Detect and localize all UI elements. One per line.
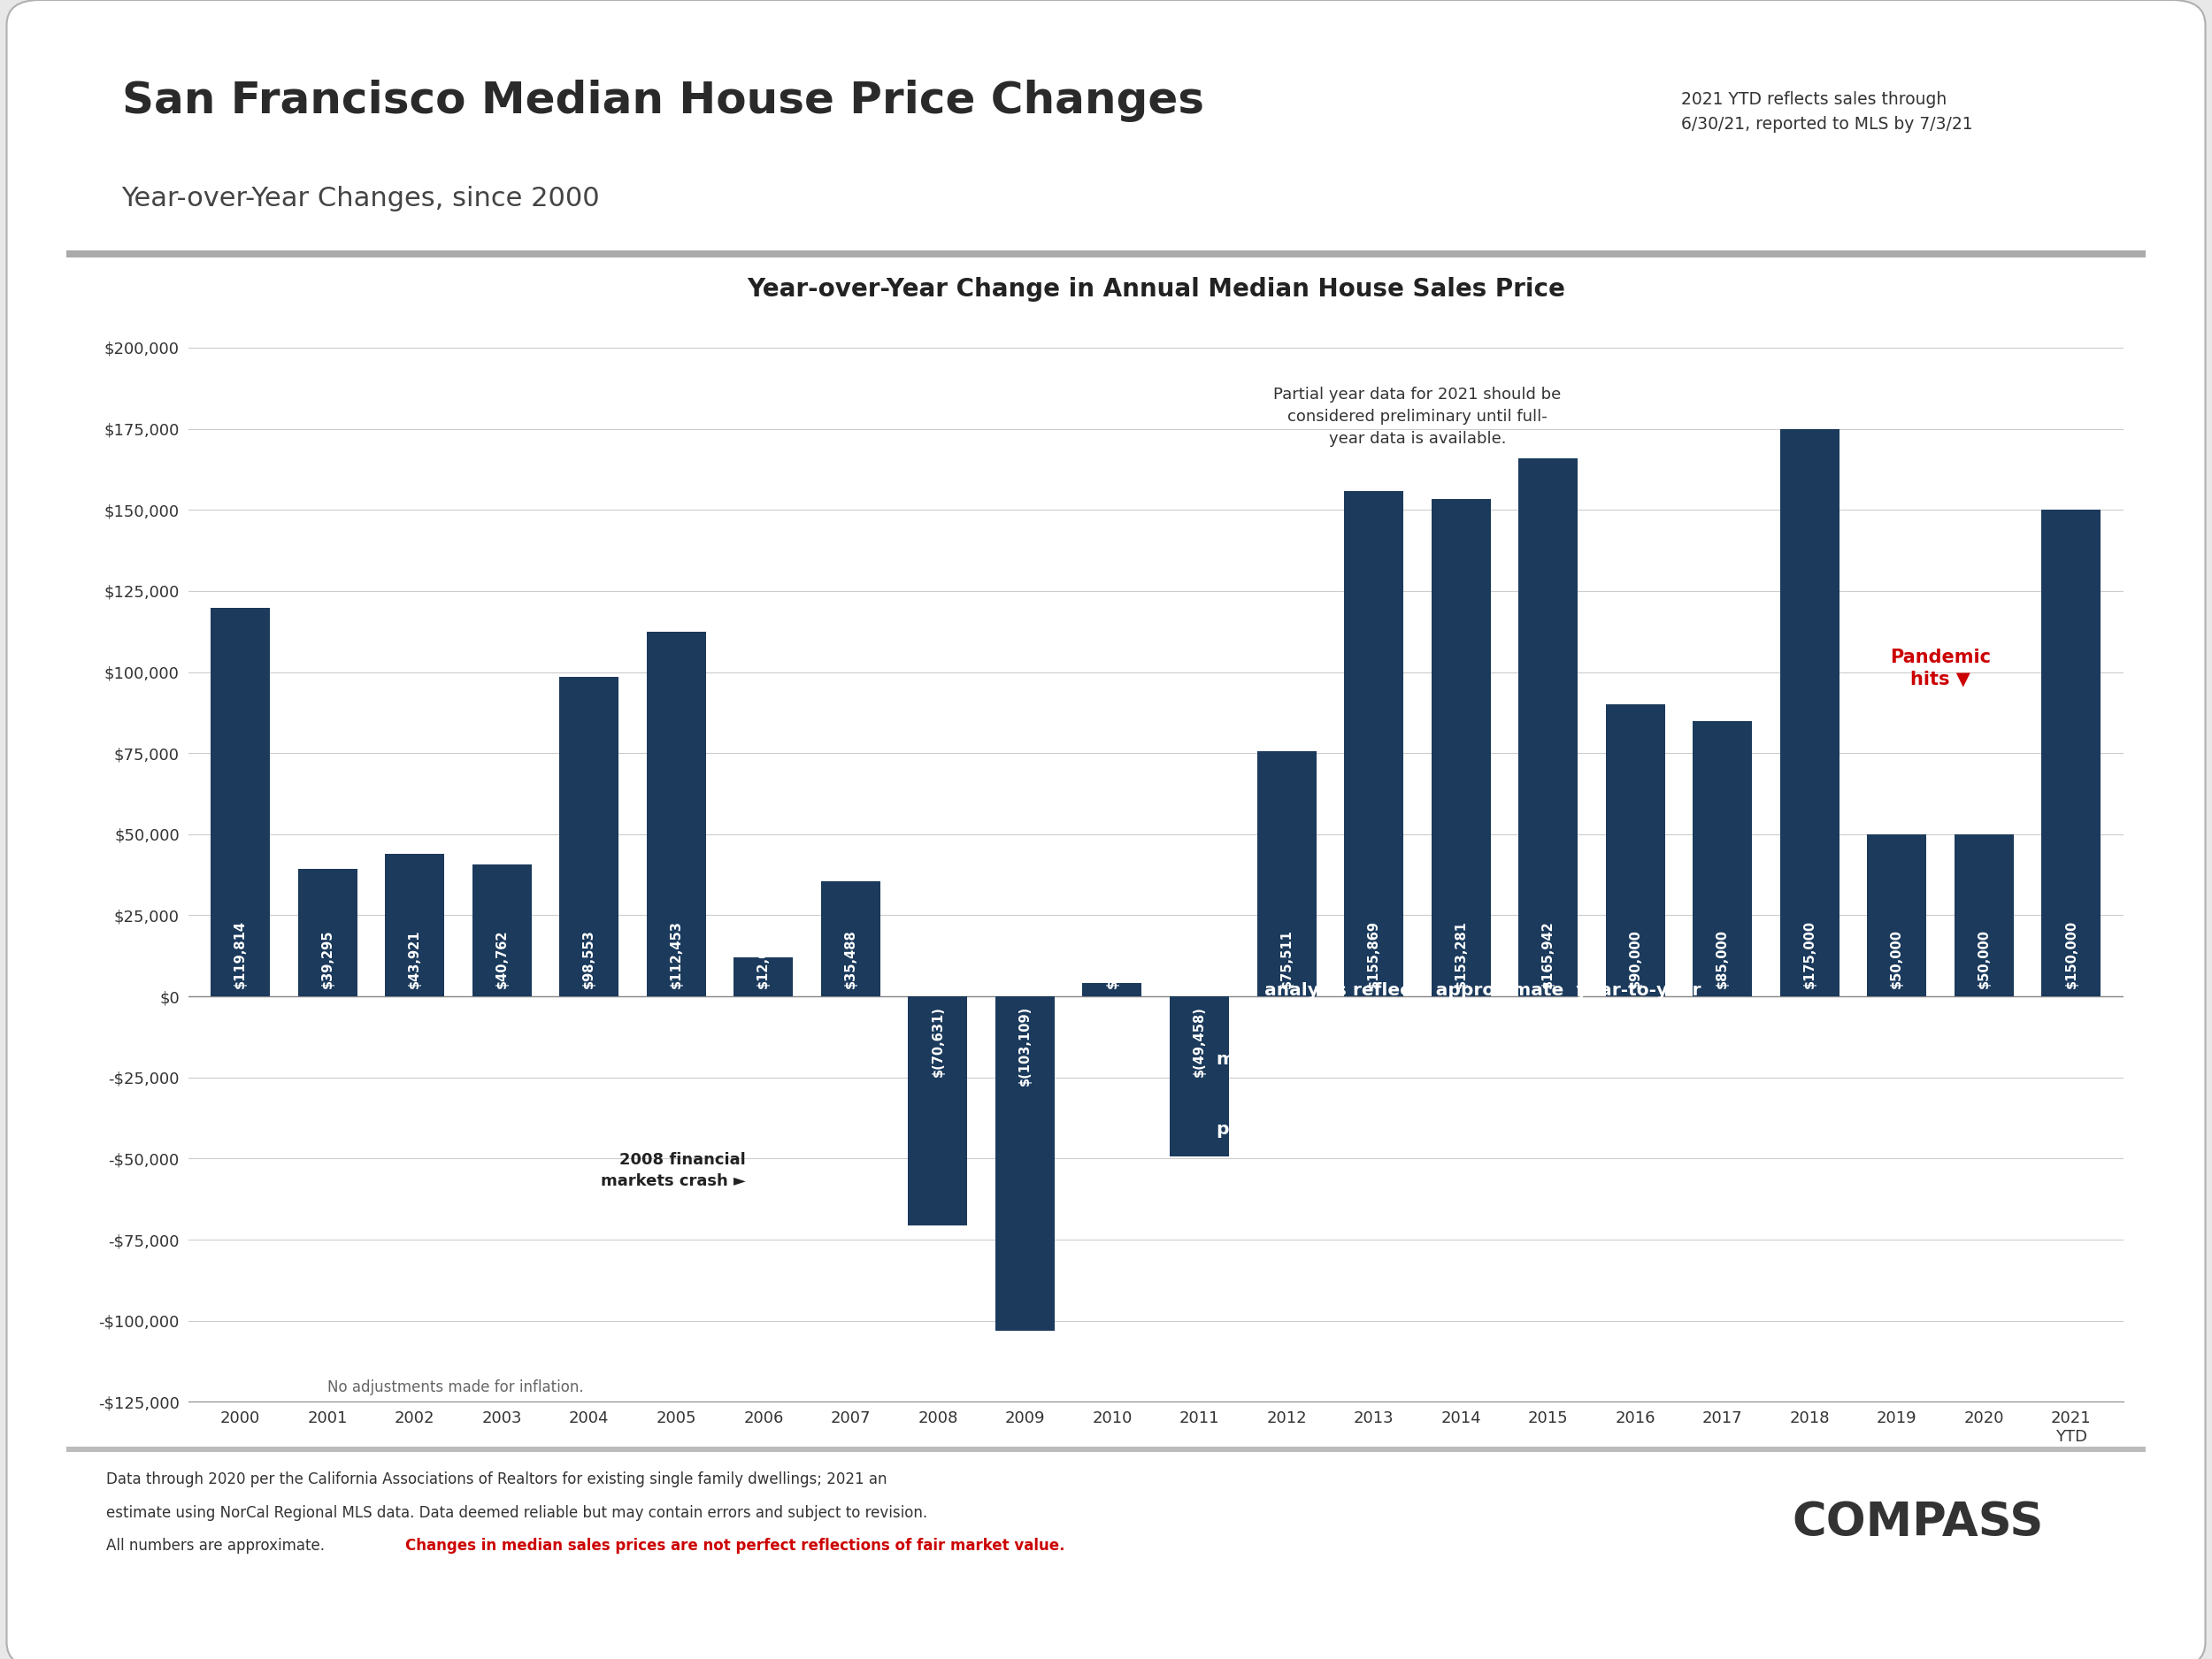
Title: Year-over-Year Change in Annual Median House Sales Price: Year-over-Year Change in Annual Median H… <box>748 277 1564 302</box>
Text: $150,000: $150,000 <box>2064 921 2077 989</box>
Text: median: median <box>1217 1052 1296 1068</box>
Text: $75,511: $75,511 <box>1281 929 1294 989</box>
Text: Pandemic
hits ▼: Pandemic hits ▼ <box>1889 649 1991 688</box>
Bar <box>1431 499 1491 997</box>
Bar <box>1692 720 1752 997</box>
Text: dollar: dollar <box>1296 1052 1356 1068</box>
Text: Partial year data for 2021 should be
considered preliminary until full-
year dat: Partial year data for 2021 should be con… <box>1274 387 1562 446</box>
Text: 2021 YTD reflects sales through
6/30/21, reported to MLS by 7/3/21: 2021 YTD reflects sales through 6/30/21,… <box>1681 91 1973 133</box>
Text: $153,281: $153,281 <box>1453 921 1467 989</box>
Bar <box>210 607 270 997</box>
Text: $90,000: $90,000 <box>1628 929 1641 989</box>
Text: $39,295: $39,295 <box>321 929 334 989</box>
Text: $(103,109): $(103,109) <box>1018 1005 1031 1087</box>
Bar <box>646 632 706 997</box>
Text: This analysis reflects approximate  year-to-year: This analysis reflects approximate year-… <box>1217 982 1701 999</box>
FancyBboxPatch shape <box>7 0 2205 1659</box>
Text: $(49,458): $(49,458) <box>1192 1005 1206 1077</box>
Text: basically flat from 2020 to 2021 YTD.: basically flat from 2020 to 2021 YTD. <box>1217 1329 1590 1345</box>
Text: $50,000: $50,000 <box>1978 929 1991 989</box>
Bar <box>1867 834 1927 997</box>
Text: condo: condo <box>1336 1259 1396 1276</box>
Text: median sales price was: median sales price was <box>1396 1259 1637 1276</box>
Text: $(70,631): $(70,631) <box>931 1005 945 1077</box>
Text: $119,814: $119,814 <box>234 921 248 989</box>
Text: peak).  The: peak). The <box>1217 1259 1336 1276</box>
Text: $165,942: $165,942 <box>1542 921 1555 989</box>
Text: $12,014: $12,014 <box>757 929 770 989</box>
Text: $4,051: $4,051 <box>1106 939 1119 989</box>
FancyBboxPatch shape <box>66 1447 2146 1452</box>
Text: Data through 2020 per the California Associations of Realtors for existing singl: Data through 2020 per the California Ass… <box>106 1472 887 1488</box>
Text: $112,453: $112,453 <box>670 921 684 989</box>
Text: price changes for houses. On a: price changes for houses. On a <box>1356 1052 1672 1068</box>
Text: $155,869: $155,869 <box>1367 921 1380 989</box>
Bar <box>1606 705 1666 997</box>
Text: 2008 financial
markets crash ►: 2008 financial markets crash ► <box>602 1151 745 1190</box>
Bar <box>995 997 1055 1331</box>
Text: All numbers are approximate.: All numbers are approximate. <box>106 1538 330 1554</box>
Text: $175,000: $175,000 <box>1803 921 1816 989</box>
Text: $50,000: $50,000 <box>1891 929 1905 989</box>
Bar <box>1256 752 1316 997</box>
Bar <box>560 677 619 997</box>
Bar <box>385 854 445 997</box>
Bar <box>1955 834 2013 997</box>
Text: Year-over-Year Changes, since 2000: Year-over-Year Changes, since 2000 <box>122 186 599 211</box>
Text: No adjustments made for inflation.: No adjustments made for inflation. <box>327 1379 584 1395</box>
Bar <box>1781 428 1840 997</box>
Text: $85,000: $85,000 <box>1717 929 1730 989</box>
Text: far below the 29% increase in 2000 (dotcom: far below the 29% increase in 2000 (dotc… <box>1217 1190 1661 1208</box>
Bar <box>299 869 356 997</box>
Text: San Francisco Median House Price Changes: San Francisco Median House Price Changes <box>122 80 1203 123</box>
Bar <box>471 864 531 997</box>
Bar <box>909 997 967 1226</box>
Text: percentage basis, the 2021 YTD change was 9%,: percentage basis, the 2021 YTD change wa… <box>1217 1121 1705 1138</box>
Text: COMPASS: COMPASS <box>1792 1500 2044 1546</box>
Text: $43,921: $43,921 <box>407 929 420 989</box>
Text: estimate using NorCal Regional MLS data. Data deemed reliable but may contain er: estimate using NorCal Regional MLS data.… <box>106 1505 927 1521</box>
Bar <box>821 881 880 997</box>
Text: $35,488: $35,488 <box>845 929 858 989</box>
Text: $98,553: $98,553 <box>582 929 595 989</box>
Bar <box>1082 984 1141 997</box>
Bar <box>2042 509 2101 997</box>
Bar <box>1517 458 1577 997</box>
Text: Changes in median sales prices are not perfect reflections of fair market value.: Changes in median sales prices are not p… <box>405 1538 1064 1554</box>
Bar <box>1345 491 1402 997</box>
Bar <box>734 957 794 997</box>
FancyBboxPatch shape <box>66 251 2146 257</box>
Bar <box>1170 997 1230 1156</box>
Text: $40,762: $40,762 <box>495 929 509 989</box>
